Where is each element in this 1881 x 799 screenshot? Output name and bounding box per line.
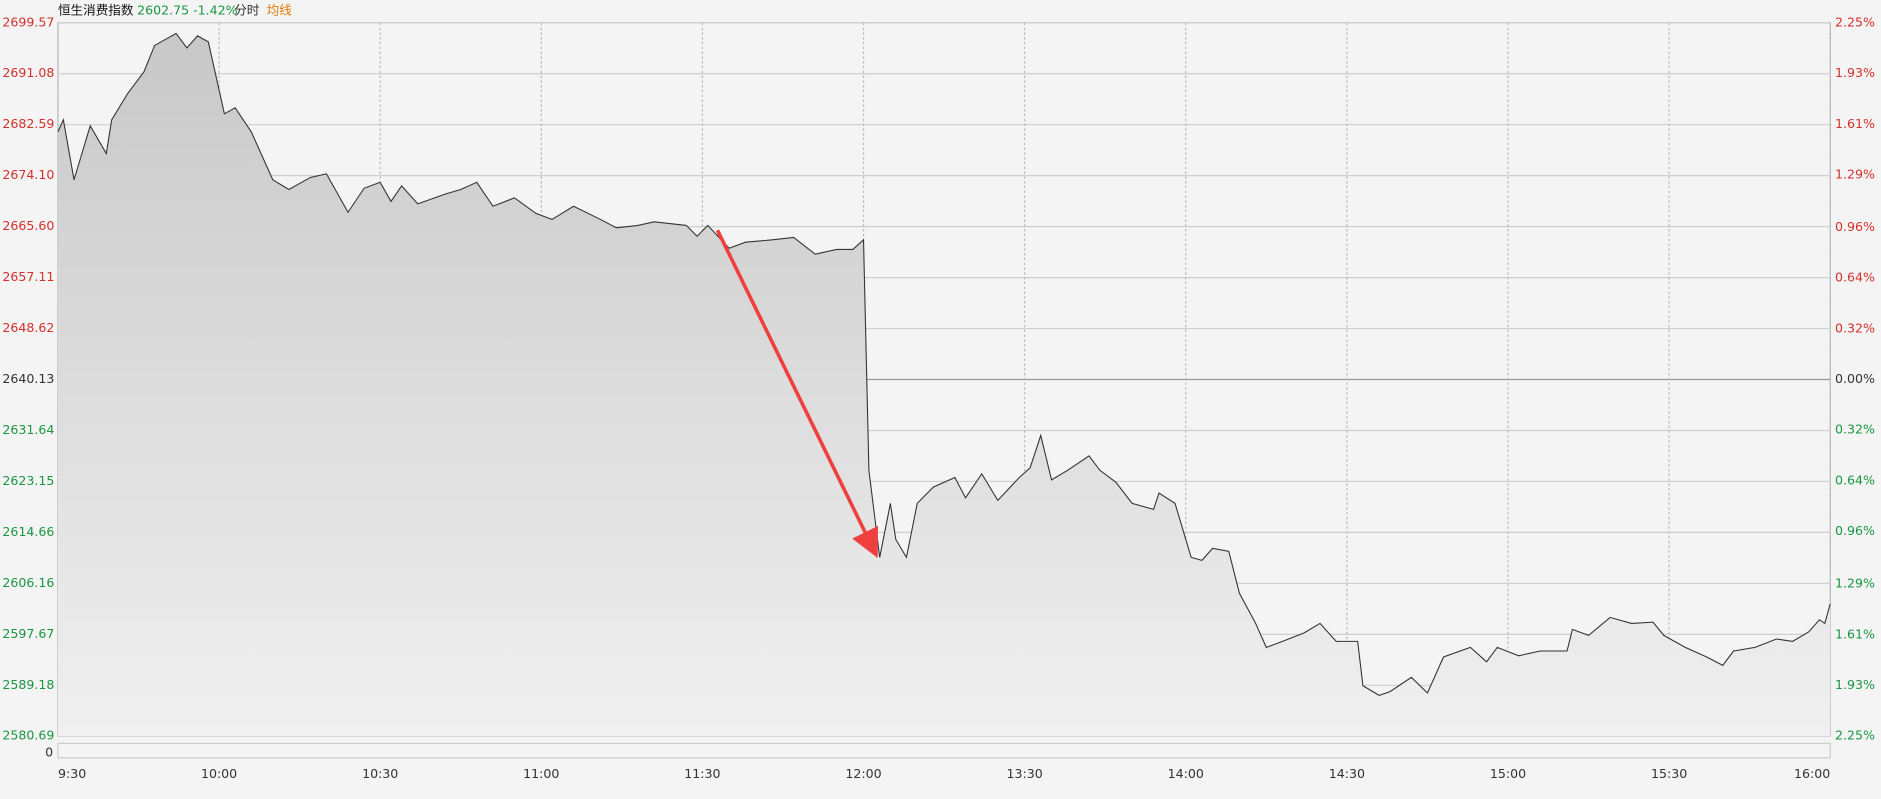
x-tick-label: 15:30 (1651, 766, 1687, 781)
y-tick-label: 2699.57 (2, 14, 54, 29)
x-tick-label: 10:30 (362, 766, 398, 781)
x-tick-label: 14:30 (1329, 766, 1365, 781)
x-tick-label: 10:00 (201, 766, 237, 781)
y-tick-label: 2614.66 (2, 524, 54, 539)
tab[interactable]: 均线 (267, 2, 293, 17)
price-line (57, 32, 1831, 696)
x-tick-label: 11:00 (523, 766, 559, 781)
y2-tick-label: 0.64% (1835, 270, 1875, 285)
x-tick-label: 13:30 (1007, 766, 1043, 781)
y2-tick-label: 2.25% (1835, 728, 1875, 743)
y-tick-label: 2589.18 (2, 677, 54, 692)
y2-tick-label: 0.00% (1835, 371, 1875, 386)
y-tick-label: 2597.67 (2, 626, 54, 641)
x-tick-label: 12:00 (845, 766, 881, 781)
subtitle: 2602.75 -1.42% (137, 2, 238, 17)
y-tick-label: 2606.16 (2, 575, 54, 590)
tab[interactable]: 分时 (234, 2, 260, 17)
y2-tick-label: 0.32% (1835, 320, 1875, 335)
volume-label: 0 (45, 745, 53, 760)
area (57, 33, 1831, 737)
volume-strip (57, 742, 1831, 759)
y2-tick-label: 0.64% (1835, 472, 1875, 487)
y2-tick-label: 0.96% (1835, 219, 1875, 234)
y2-tick-label: 1.93% (1835, 65, 1875, 80)
y-tick-label: 2674.10 (2, 167, 54, 182)
y2-tick-label: 1.29% (1835, 576, 1875, 591)
y-tick-label: 2631.64 (2, 422, 54, 437)
y-tick-label: 2648.62 (2, 320, 54, 335)
y-tick-label: 2657.11 (2, 269, 54, 284)
chart-title: 恒生消费指数 (58, 2, 134, 17)
y-tick-label: 2640.13 (2, 371, 54, 386)
y-tick-label: 2665.60 (2, 218, 54, 233)
y2-tick-label: 0.32% (1835, 422, 1875, 437)
y2-tick-label: 1.29% (1835, 166, 1875, 181)
x-tick-label: 9:30 (58, 766, 86, 781)
y2-tick-label: 2.25% (1835, 14, 1875, 29)
y-tick-label: 2691.08 (2, 65, 54, 80)
y-tick-label: 2580.69 (2, 728, 54, 743)
y2-tick-label: 1.93% (1835, 677, 1875, 692)
x-tick-label: 16:00 (1794, 766, 1830, 781)
y2-tick-label: 0.96% (1835, 523, 1875, 538)
y2-tick-label: 1.61% (1835, 626, 1875, 641)
y-tick-label: 2623.15 (2, 473, 54, 488)
y-tick-label: 2682.59 (2, 116, 54, 131)
x-tick-label: 15:00 (1490, 766, 1526, 781)
x-tick-label: 11:30 (684, 766, 720, 781)
annotation-arrow (715, 229, 878, 559)
x-tick-label: 14:00 (1168, 766, 1204, 781)
y2-tick-label: 1.61% (1835, 116, 1875, 131)
